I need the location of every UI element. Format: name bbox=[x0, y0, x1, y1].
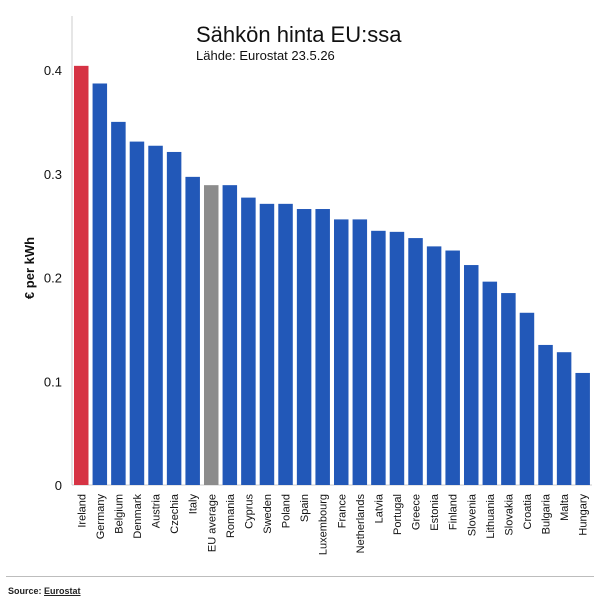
x-tick-label: Romania bbox=[225, 493, 237, 538]
x-tick-label: Lithuania bbox=[485, 493, 497, 539]
bars bbox=[74, 65, 590, 486]
bar-czechia bbox=[166, 151, 182, 485]
x-tick-label: Austria bbox=[151, 493, 163, 528]
bar-germany bbox=[92, 83, 108, 486]
bar-finland bbox=[445, 250, 460, 485]
x-tick-label: Hungary bbox=[578, 494, 590, 536]
x-tick-label: Luxembourg bbox=[318, 494, 330, 555]
x-tick-label: France bbox=[336, 494, 348, 528]
bar-denmark bbox=[129, 141, 145, 485]
x-tick-label: Italy bbox=[188, 494, 200, 515]
x-tick-label: Poland bbox=[281, 494, 293, 528]
bar-netherlands bbox=[352, 219, 368, 485]
x-tick-label: Slovakia bbox=[503, 493, 515, 535]
bar-poland bbox=[278, 203, 293, 485]
bar-romania bbox=[222, 185, 238, 485]
footer-divider bbox=[6, 576, 594, 577]
chart-title: Sähkön hinta EU:ssa bbox=[196, 22, 402, 47]
bar-latvia bbox=[371, 230, 386, 485]
x-tick-label: Greece bbox=[411, 494, 423, 530]
y-tick-label: 0.1 bbox=[44, 374, 62, 389]
bar-luxembourg bbox=[315, 209, 330, 485]
bar-portugal bbox=[389, 231, 405, 485]
x-tick-label: Denmark bbox=[132, 494, 144, 539]
x-tick-label: Spain bbox=[299, 494, 311, 522]
bar-sweden bbox=[259, 203, 275, 485]
bar-estonia bbox=[426, 246, 442, 486]
bar-slovakia bbox=[501, 293, 516, 485]
chart-subtitle: Lähde: Eurostat 23.5.26 bbox=[196, 48, 335, 63]
bar-bulgaria bbox=[538, 344, 553, 485]
x-tick-label: EU average bbox=[206, 494, 218, 552]
x-tick-label: Slovenia bbox=[466, 493, 478, 536]
y-tick-label: 0.4 bbox=[44, 63, 62, 78]
bar-hungary bbox=[575, 372, 590, 485]
y-tick-label: 0.3 bbox=[44, 167, 62, 182]
bar-cyprus bbox=[241, 197, 256, 486]
bar-eu-average bbox=[204, 185, 219, 485]
x-tick-label: Bulgaria bbox=[541, 493, 553, 534]
x-tick-label: Croatia bbox=[522, 493, 534, 529]
y-tick-label: 0.2 bbox=[44, 271, 62, 286]
bar-slovenia bbox=[464, 265, 479, 485]
bar-malta bbox=[556, 352, 572, 485]
x-tick-label: Estonia bbox=[429, 493, 441, 531]
x-tick-label: Ireland bbox=[76, 494, 88, 528]
x-tick-label: Belgium bbox=[113, 494, 125, 534]
x-tick-label: Netherlands bbox=[355, 494, 367, 554]
source-link[interactable]: Eurostat bbox=[44, 586, 81, 596]
bar-lithuania bbox=[482, 281, 498, 485]
x-tick-label: Germany bbox=[95, 494, 107, 540]
y-tick-label: 0 bbox=[55, 478, 62, 493]
bar-italy bbox=[185, 176, 200, 486]
x-tick-label: Latvia bbox=[373, 493, 385, 523]
x-tick-label: Finland bbox=[448, 494, 460, 530]
bar-austria bbox=[148, 145, 163, 486]
x-tick-label: Sweden bbox=[262, 494, 274, 534]
bar-chart: Sähkön hinta EU:ssa Lähde: Eurostat 23.5… bbox=[22, 16, 592, 555]
x-tick-label: Cyprus bbox=[243, 494, 255, 529]
y-axis-label: € per kWh bbox=[22, 237, 37, 299]
source-note: Source: Eurostat bbox=[8, 586, 81, 596]
bar-ireland bbox=[74, 65, 89, 485]
x-tick-label: Czechia bbox=[169, 493, 181, 534]
x-tick-label: Malta bbox=[559, 493, 571, 521]
bar-belgium bbox=[111, 121, 126, 486]
x-tick-label: Portugal bbox=[392, 494, 404, 535]
bar-france bbox=[334, 219, 349, 485]
bar-croatia bbox=[519, 312, 535, 485]
y-ticks: 0 0.1 0.2 0.3 0.4 bbox=[44, 63, 62, 493]
source-prefix: Source: bbox=[8, 586, 45, 596]
x-ticks: Ireland Germany Belgium Denmark Austria Czech… bbox=[76, 493, 589, 555]
bar-greece bbox=[408, 238, 423, 485]
bar-spain bbox=[296, 209, 312, 485]
